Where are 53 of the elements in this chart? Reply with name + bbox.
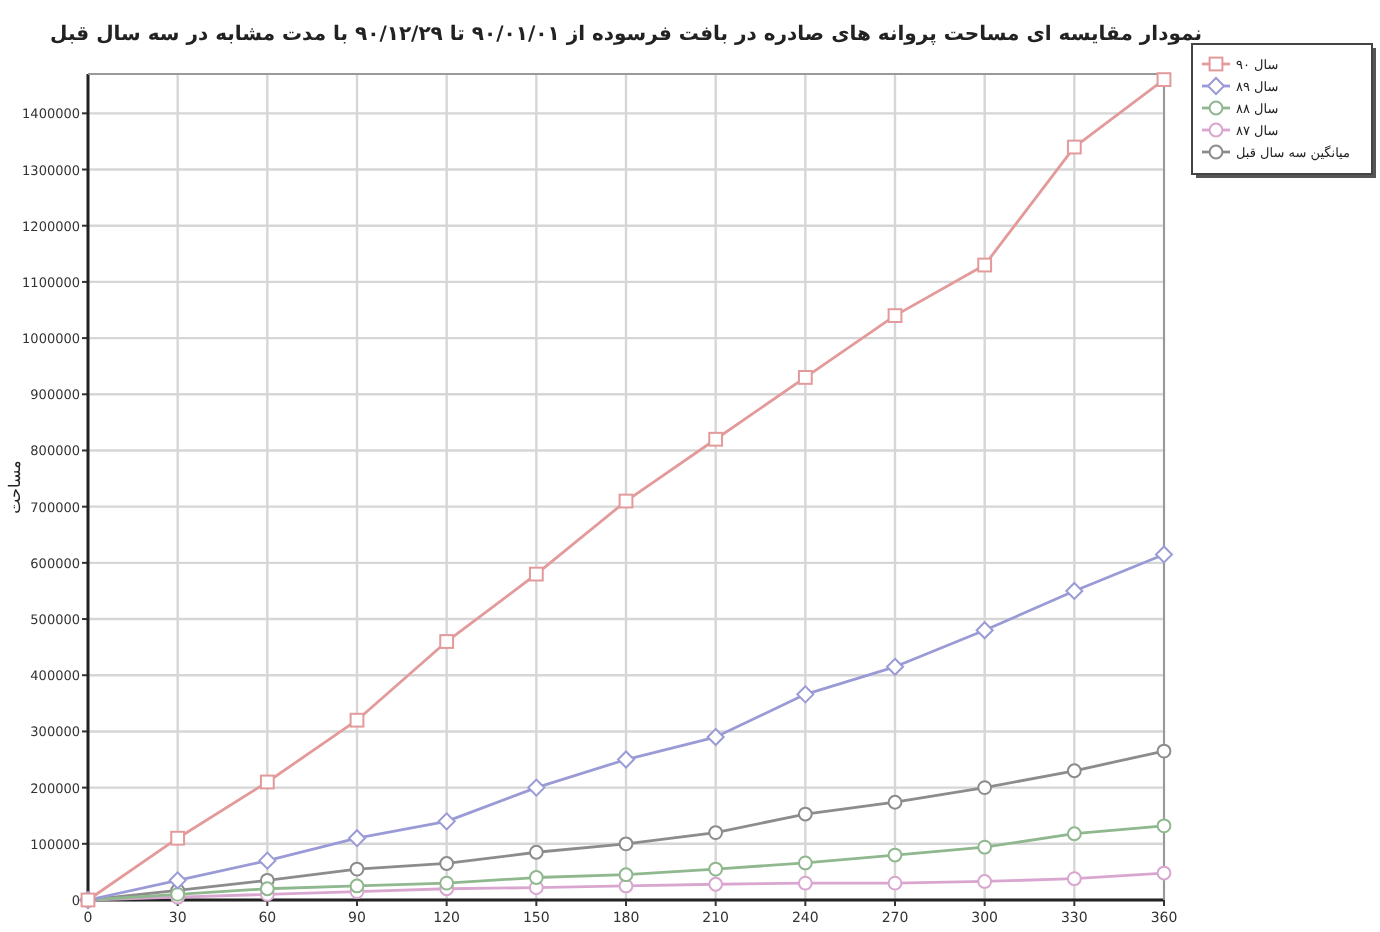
point xyxy=(1066,871,1082,887)
point xyxy=(706,728,725,747)
point xyxy=(1156,743,1172,759)
point xyxy=(887,794,903,810)
point xyxy=(258,851,277,870)
point xyxy=(170,830,186,846)
point xyxy=(349,712,365,728)
point xyxy=(618,836,634,852)
chart-title: نمودار مقایسه ای مساحت پروانه های صادره در بافت فرسوده از ۹۰/۰۱/۰۱ تا ۹۰/۱۲/۲۹ با مدت مشابه در سه سال قبل xyxy=(50,24,1202,46)
y-axis-title: مساحت xyxy=(6,460,24,514)
point xyxy=(348,829,366,848)
point xyxy=(1156,865,1172,881)
point xyxy=(618,867,634,883)
point xyxy=(439,634,455,649)
point xyxy=(259,881,275,897)
point xyxy=(349,861,365,877)
point xyxy=(708,825,724,840)
point xyxy=(708,431,724,447)
point xyxy=(1155,545,1173,564)
point xyxy=(797,875,813,891)
point xyxy=(887,875,903,891)
point xyxy=(977,780,993,796)
point xyxy=(886,657,904,676)
point xyxy=(977,874,993,889)
point xyxy=(618,493,634,509)
point xyxy=(1066,826,1082,842)
point xyxy=(617,750,635,769)
point xyxy=(437,812,456,831)
point xyxy=(977,839,993,855)
point xyxy=(797,370,813,385)
point xyxy=(1066,763,1082,779)
point xyxy=(168,871,187,890)
point xyxy=(528,844,544,860)
point xyxy=(1156,72,1172,88)
point xyxy=(797,855,813,871)
point xyxy=(797,806,813,822)
point xyxy=(1156,818,1172,834)
point xyxy=(887,847,903,863)
point xyxy=(708,861,724,877)
point xyxy=(1065,581,1084,600)
point xyxy=(439,856,455,871)
point xyxy=(708,876,724,892)
point xyxy=(977,257,993,273)
point xyxy=(1066,139,1082,155)
point xyxy=(527,778,546,797)
point xyxy=(349,878,365,894)
point xyxy=(887,308,903,324)
point xyxy=(796,685,815,704)
point xyxy=(439,875,455,891)
point xyxy=(528,870,544,885)
point xyxy=(259,774,275,790)
point xyxy=(975,621,994,640)
point xyxy=(528,566,544,582)
